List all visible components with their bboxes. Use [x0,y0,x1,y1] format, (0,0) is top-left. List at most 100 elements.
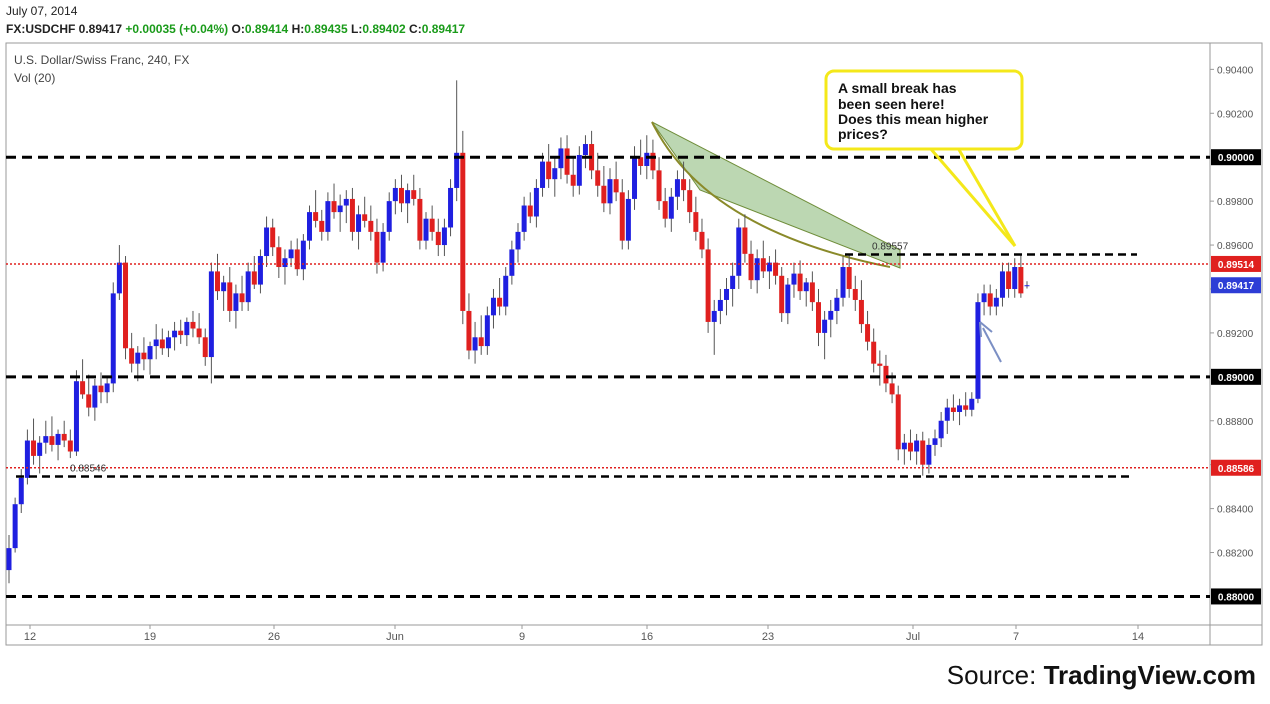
candle-body [748,253,754,281]
candle [331,183,337,219]
candle-body [386,201,392,232]
candle-body [582,144,588,156]
x-tick-label: 12 [24,631,36,643]
candle-body [484,315,490,347]
candle [797,260,803,300]
candle-body [619,192,625,241]
candle [681,161,687,202]
candle-body [944,407,950,421]
source-brand: TradingView.com [1043,660,1256,690]
candle-body [914,440,920,452]
candle-body [49,436,55,445]
candle-body [687,190,693,213]
candle [184,317,190,347]
annotation-callout[interactable] [824,69,1024,151]
candle [711,299,717,355]
level-price-tag [1211,368,1261,385]
open-label: O: [231,22,245,36]
x-tick-label: 19 [144,631,156,643]
candle [883,354,889,393]
candle [386,192,392,241]
candle-body [392,187,398,202]
candle [993,288,999,316]
candle-body [368,220,374,232]
symbol-label[interactable]: FX:USDCHF [6,22,76,36]
level-price-label: 0.88000 [1218,592,1255,603]
high-value: 0.89435 [304,22,348,36]
candle [245,262,251,311]
candle [92,379,98,421]
candle [1018,253,1024,298]
candle [411,174,417,206]
candle-body [730,275,736,289]
candle [773,249,779,285]
candle [1012,258,1018,298]
candle [766,256,772,289]
candle [920,431,926,476]
candle [938,411,944,448]
candle-body [681,179,687,191]
candle [73,370,79,456]
candle-body [319,220,325,232]
candle-body [987,293,993,307]
candle [785,277,791,325]
low-label: L: [350,22,363,36]
candle-body [963,405,969,410]
candle-body [294,249,300,270]
candle [607,168,613,215]
candle-body [558,148,564,169]
candle [950,394,956,421]
candle-body [632,157,638,199]
candle [717,288,723,325]
candle [165,330,171,358]
candle [576,146,582,195]
candle [55,429,61,461]
candle-body [178,330,184,336]
candle [926,438,932,474]
candle [417,187,423,250]
candle [61,420,67,448]
candle [233,284,239,329]
candle [724,277,730,316]
candle-body [907,442,913,452]
candle [546,144,552,188]
candle [497,277,503,316]
candle-body [411,190,417,199]
low-value: 0.89402 [362,22,406,36]
candle [12,497,18,553]
y-axis-ticks: 0.882000.884000.886000.888000.892000.894… [1210,65,1254,560]
candle [80,359,86,399]
candle-body [865,324,871,342]
level-price-tag [1211,459,1261,476]
level-price-tag [1211,588,1261,605]
candle [288,240,294,268]
candle [699,218,705,259]
candle-body [724,288,730,300]
candle-body [227,282,233,311]
candle [748,240,754,289]
candle-body [693,212,699,232]
plot-frame [5,42,1263,646]
candle-body [840,267,846,298]
candle [828,299,834,338]
level-price-label: 0.89000 [1218,373,1255,384]
candle-body [441,227,447,246]
level-price-label: 0.89514 [1218,260,1255,271]
candle-body [957,405,963,412]
candle-body [662,201,668,219]
candle-body [533,187,539,217]
source-credit: Source: TradingView.com [946,660,1256,690]
last-price: 0.89417 [78,22,123,36]
candle [24,429,30,485]
candle-body [454,152,460,188]
candle-body [570,174,576,186]
candle-body [460,152,466,311]
candle-body [926,444,932,465]
candle-body [509,249,515,276]
candle [595,152,601,197]
candle-body [184,321,190,336]
candle [123,256,129,360]
candle-body [668,196,674,219]
candle-body [37,442,43,456]
